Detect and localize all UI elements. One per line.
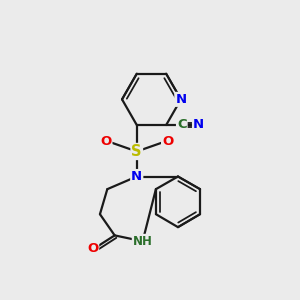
Text: N: N [193, 118, 204, 131]
Text: O: O [100, 135, 112, 148]
Text: C: C [177, 118, 187, 131]
Text: O: O [87, 242, 98, 255]
Text: N: N [176, 93, 187, 106]
Text: S: S [131, 144, 142, 159]
Text: NH: NH [133, 235, 153, 248]
Text: O: O [162, 135, 173, 148]
Text: N: N [131, 170, 142, 183]
